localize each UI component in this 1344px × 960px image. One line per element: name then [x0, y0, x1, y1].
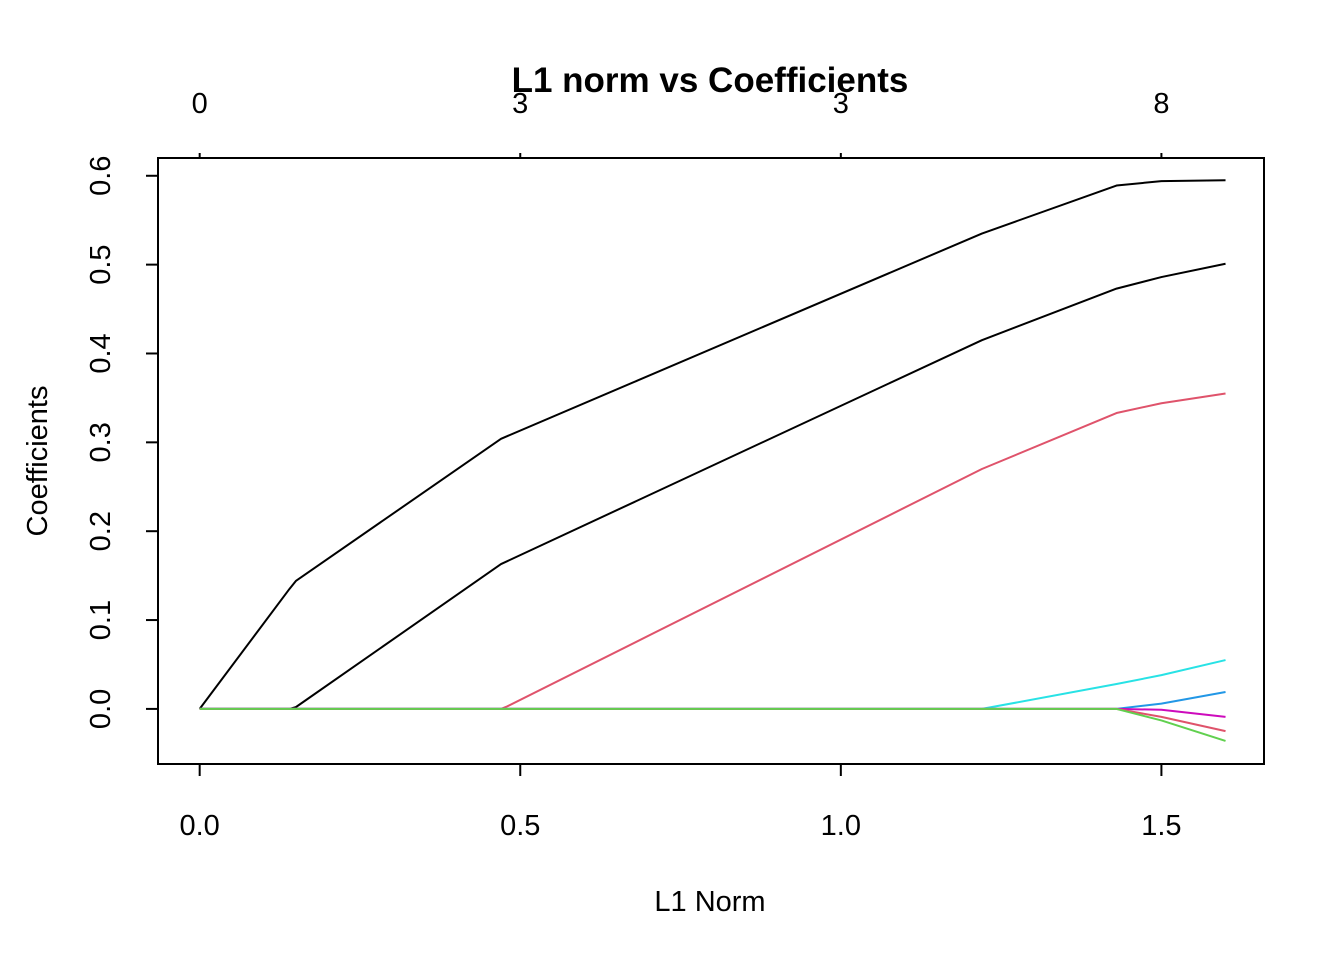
- coefficient-path-7: [199, 707, 1226, 733]
- y-tick-label: 0.2: [85, 511, 117, 551]
- series-group: [198, 179, 1226, 742]
- y-tick-label: 0.3: [85, 422, 117, 462]
- top-tick-label: 3: [833, 88, 849, 120]
- y-axis-label: Coefficients: [22, 386, 54, 537]
- y-tick-label: 0.5: [85, 244, 117, 284]
- coefficient-path-5: [199, 691, 1226, 710]
- top-tick-label: 0: [192, 88, 208, 120]
- top-tick-label: 3: [512, 88, 528, 120]
- x-tick-label: 1.0: [821, 810, 861, 842]
- x-tick-label: 1.5: [1141, 810, 1181, 842]
- top-tick-label: 8: [1153, 88, 1169, 120]
- top-axis: 0 3 3 8: [192, 88, 1169, 158]
- coefficient-path-3: [199, 392, 1226, 710]
- x-axis-label: L1 Norm: [654, 886, 765, 918]
- x-tick-label: 0.0: [180, 810, 220, 842]
- plot-frame: [157, 157, 1265, 765]
- coefficient-path-6: [199, 707, 1226, 718]
- y-tick-label: 0.1: [85, 600, 117, 640]
- coefficient-path-8: [199, 707, 1226, 742]
- coefficient-path-2: [199, 262, 1226, 710]
- y-axis: 0.0 0.1 0.2 0.3 0.4 0.5 0.6: [85, 156, 159, 729]
- chart-title: L1 norm vs Coefficients: [512, 61, 909, 100]
- x-axis: 0.0 0.5 1.0 1.5: [180, 763, 1182, 842]
- y-tick-label: 0.4: [85, 333, 117, 373]
- coefficient-path-1: [198, 179, 1226, 710]
- y-tick-label: 0.6: [85, 156, 117, 196]
- y-tick-label: 0.0: [85, 689, 117, 729]
- x-tick-label: 0.5: [500, 810, 540, 842]
